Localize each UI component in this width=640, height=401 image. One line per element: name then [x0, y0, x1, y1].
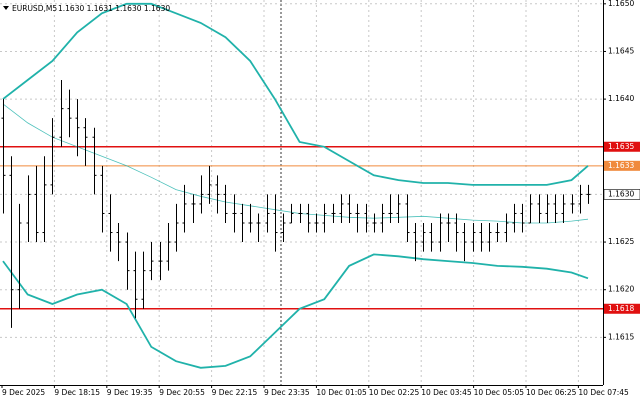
- quote: 1.1630 1.1631 1.1630 1.1630: [58, 4, 170, 13]
- x-tick-label: 10 Dec 02:25: [369, 388, 420, 397]
- x-tick-label: 9 Dec 23:35: [264, 388, 310, 397]
- y-tick-label: 1.1625: [608, 237, 634, 246]
- x-tick-label: 9 Dec 22:15: [212, 388, 258, 397]
- symbol: EURUSD,M5: [12, 4, 57, 13]
- level-label: 1.1633: [608, 161, 634, 170]
- x-tick-label: 10 Dec 07:45: [578, 388, 629, 397]
- plot: [0, 0, 603, 385]
- x-tick-label: 10 Dec 06:25: [526, 388, 577, 397]
- level-tag: [604, 141, 640, 152]
- y-tick-label: 1.1640: [608, 94, 634, 103]
- level-label: 1.1635: [608, 142, 634, 151]
- x-tick-label: 10 Dec 01:05: [316, 388, 367, 397]
- x-tick-label: 10 Dec 03:45: [421, 388, 472, 397]
- y-tick-label: 1.1615: [608, 332, 634, 341]
- band-upper: [2, 2, 589, 186]
- y-tick-label: 1.1650: [608, 0, 634, 8]
- menu-icon[interactable]: [3, 6, 9, 10]
- x-tick-label: 9 Dec 20:55: [159, 388, 205, 397]
- level-tag: [604, 303, 640, 314]
- x-tick-label: 9 Dec 2025: [2, 388, 45, 397]
- level-label: 1.1618: [608, 304, 634, 313]
- x-tick-label: 9 Dec 18:15: [54, 388, 100, 397]
- last-price-label: 1.1630: [608, 189, 634, 198]
- last-price-tag: [603, 189, 640, 200]
- x-tick-label: 9 Dec 19:35: [107, 388, 153, 397]
- x-tick-label: 10 Dec 05:05: [474, 388, 525, 397]
- level-tag: [604, 160, 640, 171]
- y-tick-label: 1.1620: [608, 285, 634, 294]
- y-tick-label: 1.1645: [608, 46, 634, 55]
- band-lower: [2, 253, 589, 369]
